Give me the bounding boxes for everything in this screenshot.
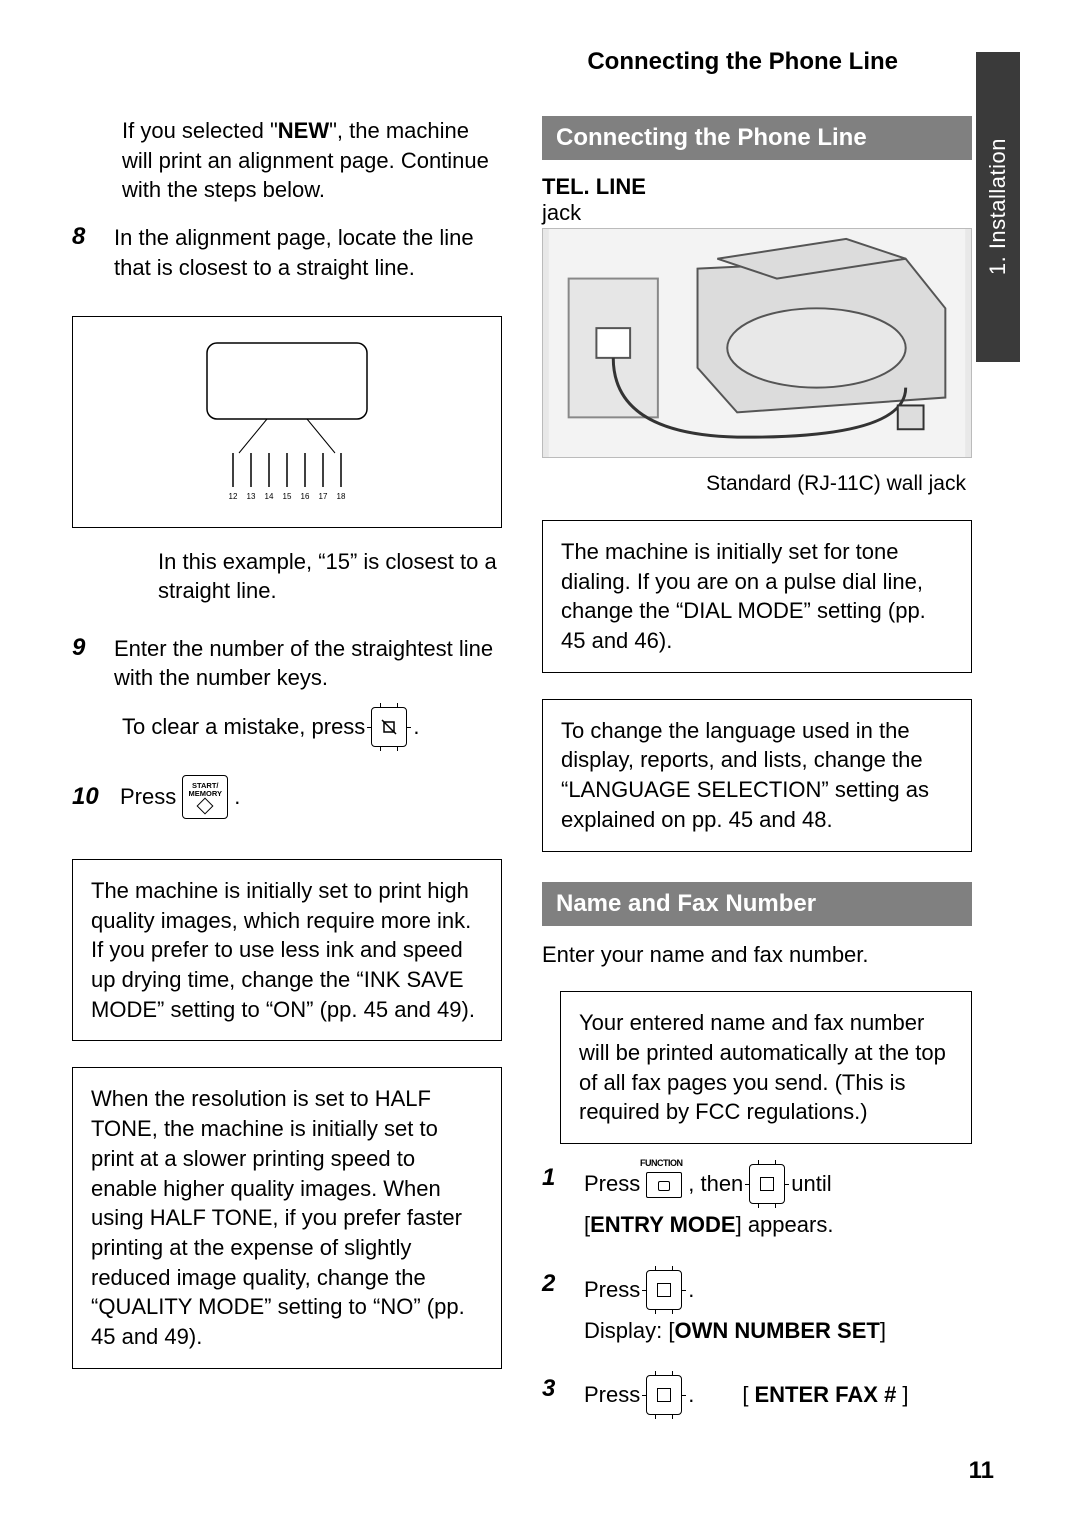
clear-mistake-line: To clear a mistake, press . — [122, 707, 502, 747]
arrow-key-icon — [646, 1270, 682, 1310]
language-note: To change the language used in the displ… — [542, 699, 972, 852]
svg-text:14: 14 — [265, 492, 274, 501]
arrow-key-icon — [371, 707, 407, 747]
svg-text:12: 12 — [229, 492, 238, 501]
phone-line-illustration — [542, 228, 972, 458]
svg-text:15: 15 — [283, 492, 292, 501]
right-column: Connecting the Phone Line TEL. LINE jack — [542, 116, 972, 1429]
svg-text:18: 18 — [337, 492, 346, 501]
left-column: If you selected "NEW", the machine will … — [72, 116, 502, 1429]
step-8: 8 In the alignment page, locate the line… — [72, 223, 502, 282]
wall-jack-caption: Standard (RJ-11C) wall jack — [542, 472, 972, 496]
running-head: Connecting the Phone Line — [72, 48, 898, 76]
dial-mode-note: The machine is initially set for tone di… — [542, 520, 972, 673]
step-text: Enter the number of the straightest line… — [114, 634, 502, 693]
arrow-key-icon — [749, 1164, 785, 1204]
new-bold: NEW — [278, 118, 329, 143]
intro-paragraph: If you selected "NEW", the machine will … — [122, 116, 502, 205]
step-10: 10 Press START/ MEMORY . — [72, 775, 502, 819]
step-text: Press FUNCTION , then until — [584, 1164, 972, 1240]
section-heading-name-fax: Name and Fax Number — [542, 882, 972, 926]
right-step-3: 3 Press . [ENTER FAX #] — [542, 1375, 972, 1415]
svg-text:13: 13 — [247, 492, 256, 501]
alignment-figure: 12 13 14 15 16 17 18 — [72, 316, 502, 528]
right-step-1: 1 Press FUNCTION , then — [542, 1164, 972, 1240]
step-text: Press . Display: [OWN NUMBER SET] — [584, 1270, 972, 1346]
step-text: Press START/ MEMORY . — [120, 775, 502, 819]
figure-caption: In this example, “15” is closest to a st… — [158, 548, 502, 605]
step-text: Press . [ENTER FAX #] — [584, 1375, 972, 1415]
step-text: In the alignment page, locate the line t… — [114, 223, 502, 282]
ink-save-note: The machine is initially set to print hi… — [72, 859, 502, 1041]
manual-page: Connecting the Phone Line 1. Installatio… — [0, 0, 1080, 1529]
start-memory-key-icon: START/ MEMORY — [182, 775, 228, 819]
step-number: 3 — [542, 1375, 584, 1415]
function-key-label: FUNCTION — [631, 1157, 691, 1169]
jack-label: jack — [542, 200, 972, 226]
chapter-tab: 1. Installation — [976, 52, 1020, 362]
tel-line-bold: TEL. LINE — [542, 174, 972, 200]
step-number: 9 — [72, 634, 114, 693]
function-key-icon — [646, 1172, 682, 1198]
tel-line-label-block: TEL. LINE jack — [542, 174, 972, 226]
step-9: 9 Enter the number of the straightest li… — [72, 634, 502, 693]
enter-name-intro: Enter your name and fax number. — [542, 940, 972, 970]
quality-mode-note: When the resolution is set to HALF TONE,… — [72, 1067, 502, 1368]
svg-text:17: 17 — [319, 492, 328, 501]
two-column-layout: If you selected "NEW", the machine will … — [72, 116, 1008, 1429]
enter-fax-bold: ENTER FAX # — [755, 1380, 897, 1410]
own-number-set-bold: OWN NUMBER SET — [674, 1318, 879, 1343]
right-step-2: 2 Press . Display: [OWN NUMBER SET] — [542, 1270, 972, 1346]
step-number: 8 — [72, 223, 114, 282]
page-number: 11 — [969, 1457, 994, 1485]
section-heading-phone-line: Connecting the Phone Line — [542, 116, 972, 160]
fax-illustration-svg — [543, 229, 971, 457]
fcc-note: Your entered name and fax number will be… — [560, 991, 972, 1144]
svg-text:16: 16 — [301, 492, 310, 501]
arrow-key-icon — [646, 1375, 682, 1415]
alignment-svg: 12 13 14 15 16 17 18 — [167, 337, 407, 507]
step-number: 10 — [72, 783, 114, 811]
entry-mode-bold: ENTRY MODE — [590, 1212, 735, 1237]
step-number: 2 — [542, 1270, 584, 1346]
step-number: 1 — [542, 1164, 584, 1192]
chapter-tab-label: 1. Installation — [985, 138, 1011, 275]
